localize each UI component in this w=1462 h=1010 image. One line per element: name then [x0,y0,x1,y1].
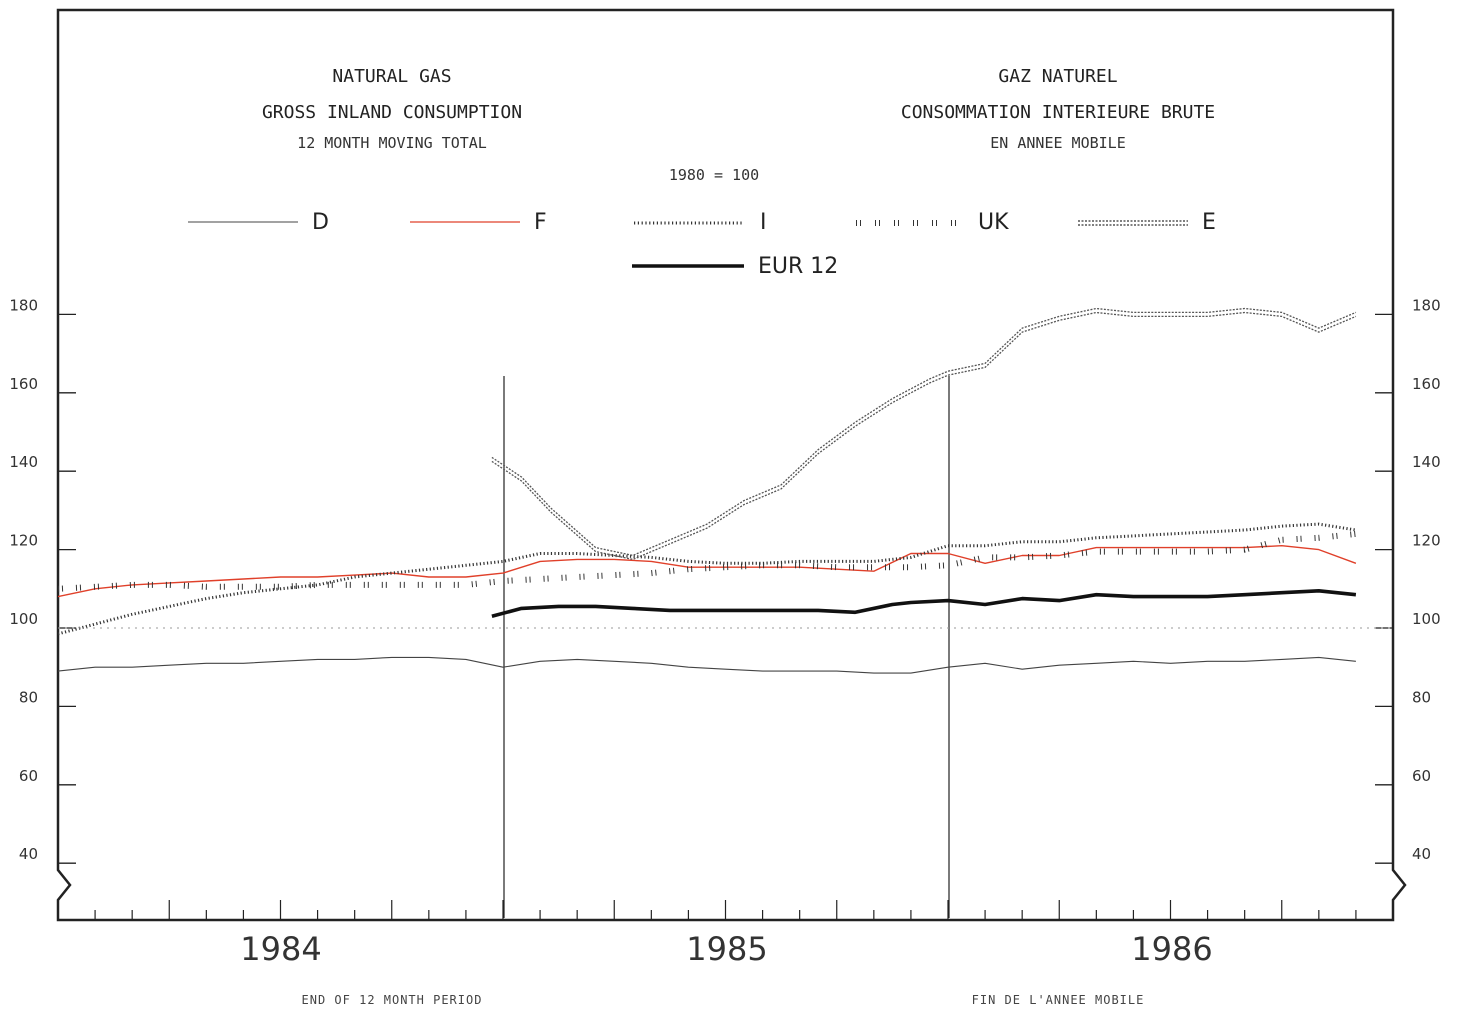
title-fr-line3: EN ANNEE MOBILE [990,134,1125,152]
title-fr-line2: CONSOMMATION INTERIEURE BRUTE [901,102,1215,123]
title-en-line1: NATURAL GAS [332,66,451,87]
y-tick-label-right-100: 100 [1412,610,1441,628]
series-line-uk [58,530,1357,592]
legend-label-I: I [760,210,767,235]
y-tick-label-left-100: 100 [9,610,38,628]
series-line-e-2 [491,311,1357,561]
title-fr-line1: GAZ NATUREL [998,66,1117,87]
legend-label-EUR12: EUR 12 [758,254,838,279]
legend-label-D: D [312,210,329,235]
footer-fr: FIN DE L'ANNEE MOBILE [972,993,1145,1007]
y-tick-label-left-60: 60 [19,767,38,785]
y-tick-label-right-60: 60 [1412,767,1431,785]
title-en-line3: 12 MONTH MOVING TOTAL [297,134,487,152]
y-tick-label-right-40: 40 [1412,845,1431,863]
y-tick-label-left-180: 180 [9,296,38,314]
title-en-line2: GROSS INLAND CONSUMPTION [262,102,522,123]
base-year-label: 1980 = 100 [669,166,759,184]
x-axis [94,900,1357,920]
series-line-e [491,307,1357,557]
year-label-1985: 1985 [686,930,767,968]
series-layer [58,307,1393,674]
y-tick-label-right-120: 120 [1412,532,1441,550]
y-tick-label-left-160: 160 [9,375,38,393]
series-line-d [58,656,1356,674]
year-label-1984: 1984 [240,930,321,968]
series-line-eur12 [491,588,1357,618]
legend-label-UK: UK [978,210,1009,235]
y-tick-label-right-160: 160 [1412,375,1441,393]
y-tick-label-left-40: 40 [19,845,38,863]
y-axis-right: 40 60 80 100 120 140 160 180 [1375,296,1441,864]
legend-label-F: F [534,210,547,235]
y-tick-label-right-140: 140 [1412,453,1441,471]
series-line-f [58,545,1357,598]
y-tick-label-left-120: 120 [9,532,38,550]
footer-en: END OF 12 MONTH PERIOD [302,993,483,1007]
y-tick-label-left-80: 80 [19,688,38,706]
y-tick-label-left-140: 140 [9,453,38,471]
y-axis-left: 40 60 80 100 120 140 160 180 [9,296,76,864]
legend: D F I UK E EUR 12 [188,210,1216,279]
y-tick-label-right-80: 80 [1412,688,1431,706]
y-tick-label-right-180: 180 [1412,296,1441,314]
year-markers [503,376,950,918]
chart-frame [56,8,1407,922]
legend-label-E: E [1202,210,1216,235]
year-label-1986: 1986 [1131,930,1212,968]
